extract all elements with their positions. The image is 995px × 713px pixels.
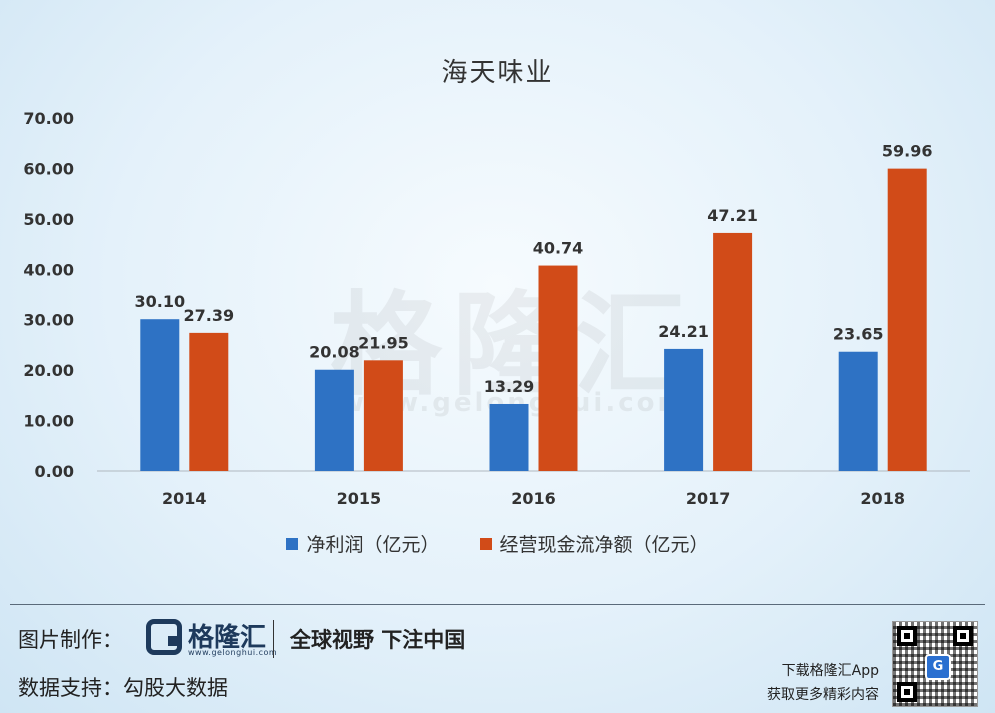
footer-divider-line xyxy=(10,604,985,605)
y-tick-label: 70.00 xyxy=(23,109,74,128)
data-label: 24.21 xyxy=(658,322,709,341)
x-tick-label: 2017 xyxy=(686,489,731,508)
bar-net-profit-2018 xyxy=(838,351,878,471)
legend-item-operating-cash-flow: 经营现金流净额（亿元） xyxy=(479,530,709,557)
footer-app-download: 下载格隆汇App xyxy=(781,663,879,679)
data-label: 47.21 xyxy=(707,206,758,225)
data-label: 40.74 xyxy=(533,239,584,258)
y-tick-label: 50.00 xyxy=(23,210,74,229)
data-label: 30.10 xyxy=(134,292,185,311)
legend-swatch-operating-cash-flow xyxy=(479,537,492,550)
chart-title: 海天味业 xyxy=(441,58,554,88)
y-tick-label: 10.00 xyxy=(23,412,74,431)
bar-operating-cash-flow-2018 xyxy=(887,168,927,471)
legend-swatch-net-profit xyxy=(286,537,299,550)
bar-operating-cash-flow-2016 xyxy=(538,265,578,471)
footer-vertical-divider xyxy=(273,620,274,658)
gelonghui-logo-icon xyxy=(146,619,182,655)
qr-finder-top-right xyxy=(953,626,973,646)
footer-data-source: 数据支持：勾股大数据 xyxy=(18,676,228,700)
qr-code-icon[interactable]: G xyxy=(892,621,978,707)
data-label: 27.39 xyxy=(183,306,234,325)
footer-logo-url: www.gelonghui.com xyxy=(188,648,278,657)
qr-center-logo-icon: G xyxy=(925,654,951,680)
data-label: 21.95 xyxy=(358,333,409,352)
bar-chart: 0.00 10.00 20.00 30.00 40.00 50.00 60.00 70.00 3… xyxy=(23,109,970,508)
legend-label-operating-cash-flow: 经营现金流净额（亿元） xyxy=(499,534,709,556)
data-label: 59.96 xyxy=(882,142,933,161)
chart-legend: 净利润（亿元） 经营现金流净额（亿元） xyxy=(0,530,995,557)
x-tick-label: 2018 xyxy=(860,489,905,508)
bar-operating-cash-flow-2014 xyxy=(189,332,229,471)
footer-app-more: 获取更多精彩内容 xyxy=(767,687,879,703)
footer-made-by-label: 图片制作： xyxy=(18,628,123,652)
qr-finder-top-left xyxy=(897,626,917,646)
data-label: 13.29 xyxy=(484,377,535,396)
legend-item-net-profit: 净利润（亿元） xyxy=(286,530,440,557)
data-label: 23.65 xyxy=(833,325,884,344)
x-tick-label: 2015 xyxy=(337,489,382,508)
x-tick-label: 2016 xyxy=(511,489,556,508)
footer-logo-text: 格隆汇 xyxy=(188,623,267,653)
qr-finder-bottom-left xyxy=(897,682,917,702)
bar-net-profit-2017 xyxy=(664,348,704,471)
data-label: 20.08 xyxy=(309,343,360,362)
footer-slogan: 全球视野 下注中国 xyxy=(290,628,466,652)
chart-area: 格隆汇 www.gelonghui.com 海天味业 0.00 10.00 20.0… xyxy=(0,58,995,557)
y-tick-label: 20.00 xyxy=(23,361,74,380)
y-tick-label: 30.00 xyxy=(23,311,74,330)
y-tick-label: 0.00 xyxy=(35,462,74,481)
y-tick-label: 40.00 xyxy=(23,260,74,279)
bar-net-profit-2015 xyxy=(314,369,354,471)
legend-label-net-profit: 净利润（亿元） xyxy=(306,534,440,556)
bar-net-profit-2016 xyxy=(489,403,529,471)
y-tick-label: 60.00 xyxy=(23,159,74,178)
bar-operating-cash-flow-2017 xyxy=(713,232,753,471)
bar-net-profit-2014 xyxy=(140,319,180,471)
x-tick-label: 2014 xyxy=(162,489,207,508)
bar-operating-cash-flow-2015 xyxy=(363,360,403,471)
